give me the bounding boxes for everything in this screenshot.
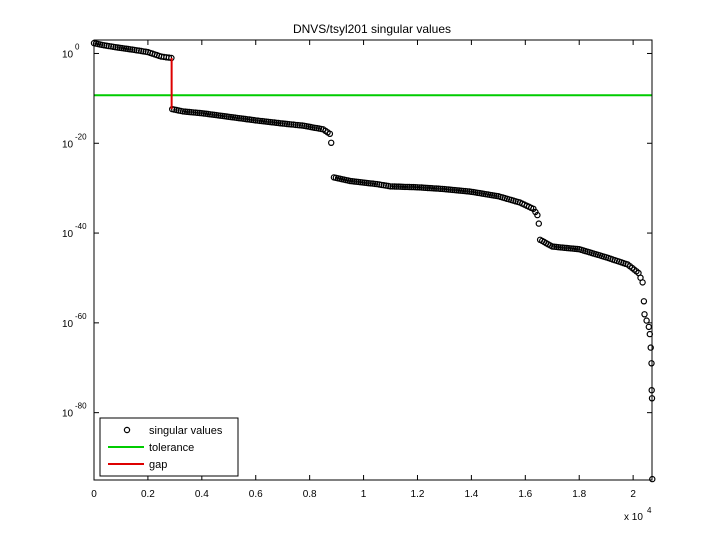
singular-value-point bbox=[140, 48, 147, 55]
singular-value-point bbox=[640, 298, 648, 305]
singular-value-point bbox=[397, 183, 405, 190]
singular-value-point bbox=[414, 184, 421, 191]
singular-value-point bbox=[389, 183, 396, 190]
y-tick-label: 10 bbox=[62, 139, 74, 150]
legend-label: tolerance bbox=[149, 442, 194, 454]
singular-value-point bbox=[408, 183, 415, 191]
singular-value-point bbox=[534, 211, 541, 219]
singular-value-point bbox=[437, 185, 444, 192]
singular-value-point bbox=[326, 130, 334, 137]
singular-value-point bbox=[296, 122, 304, 129]
legend-marker-singular-values bbox=[123, 426, 131, 434]
axes: 0 0.2 0.4 0.6 0.8 1 1.2 1.4 1.6 1.8 2x 10410010-20… bbox=[62, 39, 653, 523]
y-tick-label: 10 bbox=[62, 229, 74, 240]
x-tick-label: 0.8 bbox=[303, 489, 317, 500]
singular-value-markers bbox=[90, 39, 656, 483]
x-tick-label: 1 bbox=[361, 489, 367, 500]
singular-value-point bbox=[288, 121, 295, 128]
singular-value-point bbox=[410, 183, 417, 191]
x-axis-multiplier: x 10 bbox=[624, 512, 643, 523]
singular-value-point bbox=[645, 323, 653, 331]
legend: singular values tolerance gap bbox=[99, 417, 239, 477]
singular-value-point bbox=[406, 183, 413, 191]
x-tick-label: 0.6 bbox=[249, 489, 263, 500]
x-tick-label: 1.4 bbox=[464, 489, 478, 500]
singular-value-point bbox=[639, 279, 646, 286]
y-tick-label-exponent: -20 bbox=[75, 132, 87, 141]
y-tick-label-exponent: -80 bbox=[75, 402, 87, 411]
x-tick-label: 2 bbox=[630, 489, 636, 500]
singular-value-point bbox=[328, 139, 335, 146]
x-tick-label: 1.2 bbox=[411, 489, 425, 500]
singular-value-point bbox=[647, 344, 654, 351]
singular-value-point bbox=[426, 184, 434, 192]
singular-value-point bbox=[283, 120, 291, 128]
singular-value-point bbox=[424, 184, 431, 192]
x-axis-multiplier-exponent: 4 bbox=[647, 506, 652, 515]
singular-value-point bbox=[391, 183, 398, 190]
axes-frame bbox=[93, 39, 653, 481]
singular-value-point bbox=[412, 183, 419, 191]
x-tick-label: 0.2 bbox=[141, 489, 155, 500]
legend-label: singular values bbox=[149, 425, 223, 437]
singular-value-point bbox=[535, 220, 543, 227]
y-tick-label-exponent: -40 bbox=[75, 222, 87, 231]
singular-value-point bbox=[403, 183, 411, 191]
y-tick-label: 10 bbox=[62, 319, 74, 330]
y-tick-label: 10 bbox=[62, 409, 74, 420]
singular-value-point bbox=[420, 184, 427, 191]
chart-title: DNVS/tsyl201 singular values bbox=[293, 22, 451, 36]
singular-value-point bbox=[165, 54, 173, 61]
singular-value-point bbox=[395, 183, 402, 190]
singular-value-point bbox=[292, 121, 299, 129]
singular-value-point bbox=[279, 120, 286, 127]
y-tick-label-exponent: -60 bbox=[75, 312, 87, 321]
singular-value-point bbox=[641, 311, 648, 318]
x-tick-label: 0.4 bbox=[195, 489, 209, 500]
singular-value-point bbox=[387, 183, 394, 190]
x-tick-label: 0 bbox=[91, 489, 97, 500]
singular-value-point bbox=[401, 183, 409, 191]
singular-value-point bbox=[643, 317, 650, 324]
singular-value-point bbox=[393, 183, 400, 190]
singular-value-point bbox=[399, 183, 407, 190]
singular-value-point bbox=[430, 185, 438, 192]
legend-label: gap bbox=[149, 459, 167, 471]
y-tick-label: 10 bbox=[62, 49, 74, 60]
singular-value-point bbox=[105, 42, 113, 50]
x-tick-label: 1.6 bbox=[518, 489, 532, 500]
plot-area bbox=[90, 39, 656, 483]
singular-value-point bbox=[378, 181, 385, 189]
x-tick-label: 1.8 bbox=[572, 489, 586, 500]
singular-value-point bbox=[416, 184, 423, 191]
singular-value-point bbox=[432, 185, 440, 192]
y-tick-label-exponent: 0 bbox=[75, 42, 80, 51]
